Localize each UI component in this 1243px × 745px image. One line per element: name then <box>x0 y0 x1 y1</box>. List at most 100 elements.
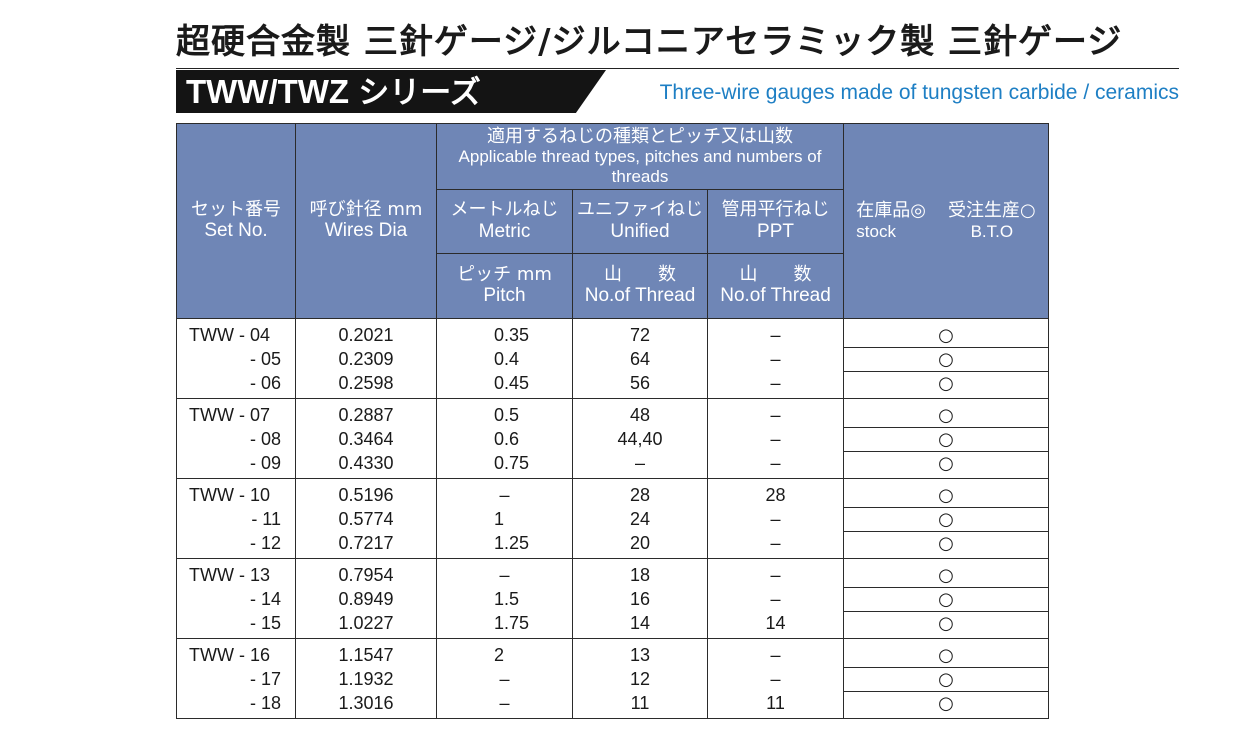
stock-mark-cell: ○ <box>843 611 1049 639</box>
set-no-cell: - 11 <box>176 507 296 532</box>
unified-threads-cell: 18 <box>572 558 708 588</box>
set-no-cell: TWW - 04 <box>176 318 296 348</box>
header-stock-jp: 在庫品◎ <box>856 199 926 221</box>
header-thread-group-jp: 適用するねじの種類とピッチ又は山数 <box>487 125 793 147</box>
ppt-threads-cell: – <box>707 507 844 532</box>
table-row: - 06 0.2598 0.45 56– ○ <box>176 371 1049 399</box>
set-no-cell: TWW - 16 <box>176 638 296 668</box>
set-no-cell: - 17 <box>176 667 296 692</box>
header-ppt: 管用平行ねじ PPT <box>707 189 844 254</box>
header-stock: 在庫品◎ stock 受注生産○ B.T.O <box>843 123 1049 319</box>
header-unified-en: Unified <box>610 220 670 242</box>
pitch-cell: – <box>436 667 573 692</box>
header-ppt-en: PPT <box>757 220 794 242</box>
set-no-cell: - 15 <box>176 611 296 639</box>
wire-dia-cell: 0.2309 <box>295 347 437 372</box>
set-no-cell: - 14 <box>176 587 296 612</box>
wire-dia-cell: 0.4330 <box>295 451 437 479</box>
pitch-cell: 0.6 <box>436 427 573 452</box>
header-threads-unified: 山 数 No.of Thread <box>572 253 708 319</box>
pitch-cell: 0.45 <box>436 371 573 399</box>
unified-threads-cell: 56 <box>572 371 708 399</box>
wire-dia-cell: 1.0227 <box>295 611 437 639</box>
header-set-no-en: Set No. <box>204 220 268 242</box>
ppt-threads-cell: – <box>707 667 844 692</box>
header-threads-ppt-jp: 山 数 <box>739 263 812 285</box>
pitch-cell: 0.4 <box>436 347 573 372</box>
table-row: TWW - 07 0.2887 0.5 48– ○ <box>176 398 1049 428</box>
table-row: - 05 0.2309 0.4 64– ○ <box>176 347 1049 372</box>
ppt-threads-cell: – <box>707 371 844 399</box>
set-no-cell: - 08 <box>176 427 296 452</box>
unified-threads-cell: 13 <box>572 638 708 668</box>
ppt-threads-cell: – <box>707 638 844 668</box>
set-no-cell: - 09 <box>176 451 296 479</box>
table-row: - 08 0.3464 0.6 44,40– ○ <box>176 427 1049 452</box>
set-no-cell: TWW - 13 <box>176 558 296 588</box>
series-latin: TWW/TWZ <box>186 73 350 110</box>
english-subtitle: Three-wire gauges made of tungsten carbi… <box>659 81 1179 104</box>
ppt-threads-cell: 14 <box>707 611 844 639</box>
pitch-cell: 1 <box>436 507 573 532</box>
pitch-cell: – <box>436 691 573 719</box>
stock-mark-cell: ○ <box>843 371 1049 399</box>
stock-mark-cell: ○ <box>843 587 1049 612</box>
wire-dia-cell: 0.2598 <box>295 371 437 399</box>
wire-dia-cell: 0.3464 <box>295 427 437 452</box>
table-row: TWW - 04 0.2021 0.35 72– ○ <box>176 318 1049 348</box>
pitch-cell: 0.5 <box>436 398 573 428</box>
pitch-cell: 0.35 <box>436 318 573 348</box>
pitch-cell: 1.25 <box>436 531 573 559</box>
pitch-cell: 1.5 <box>436 587 573 612</box>
unified-threads-cell: 24 <box>572 507 708 532</box>
stock-mark-cell: ○ <box>843 691 1049 719</box>
header-set-no-jp: セット番号 <box>191 198 281 220</box>
stock-mark-cell: ○ <box>843 347 1049 372</box>
unified-threads-cell: 14 <box>572 611 708 639</box>
ppt-threads-cell: – <box>707 347 844 372</box>
set-no-cell: - 12 <box>176 531 296 559</box>
header-metric-jp: メートルねじ <box>450 199 559 221</box>
ppt-threads-cell: – <box>707 531 844 559</box>
wire-dia-cell: 0.7217 <box>295 531 437 559</box>
table-row: - 11 0.5774 1 24– ○ <box>176 507 1049 532</box>
wire-dia-cell: 0.2887 <box>295 398 437 428</box>
wire-dia-cell: 1.1547 <box>295 638 437 668</box>
ppt-threads-cell: – <box>707 427 844 452</box>
set-no-cell: - 05 <box>176 347 296 372</box>
header-wires-dia-jp: 呼び針径 mm <box>309 198 423 220</box>
stock-mark-cell: ○ <box>843 667 1049 692</box>
stock-mark-cell: ○ <box>843 318 1049 348</box>
header-unified: ユニファイねじ Unified <box>572 189 708 254</box>
header-threads-unified-jp: 山 数 <box>604 263 676 285</box>
spec-table: セット番号 Set No. 呼び針径 mm Wires Dia 適用するねじの種… <box>176 123 1049 719</box>
stock-mark-cell: ○ <box>843 398 1049 428</box>
page-title: 超硬合金製 三針ゲージ/ジルコニアセラミック製 三針ゲージ <box>176 22 1123 62</box>
header-bto-jp: 受注生産○ <box>948 199 1036 221</box>
header-unified-jp: ユニファイねじ <box>577 199 703 221</box>
spec-body: TWW - 04 0.2021 0.35 72– ○ - 05 0.2309 0.4 64– ○ -… <box>176 318 1049 719</box>
wire-dia-cell: 0.5774 <box>295 507 437 532</box>
ppt-threads-cell: – <box>707 558 844 588</box>
series-label: TWW/TWZ シリーズ <box>176 70 606 113</box>
wire-dia-cell: 1.3016 <box>295 691 437 719</box>
ppt-threads-cell: – <box>707 318 844 348</box>
ppt-threads-cell: 11 <box>707 691 844 719</box>
header-set-no: セット番号 Set No. <box>176 123 296 319</box>
wire-dia-cell: 0.2021 <box>295 318 437 348</box>
set-no-cell: TWW - 10 <box>176 478 296 508</box>
header-ppt-jp: 管用平行ねじ <box>721 199 830 221</box>
stock-mark-cell: ○ <box>843 427 1049 452</box>
unified-threads-cell: 64 <box>572 347 708 372</box>
series-jp: シリーズ <box>358 75 481 111</box>
stock-mark-cell: ○ <box>843 531 1049 559</box>
header-metric: メートルねじ Metric <box>436 189 573 254</box>
unified-threads-cell: – <box>572 451 708 479</box>
header-thread-group-en: Applicable thread types, pitches and num… <box>458 147 822 186</box>
unified-threads-cell: 44,40 <box>572 427 708 452</box>
header-thread-group: 適用するねじの種類とピッチ又は山数 Applicable thread type… <box>436 123 844 190</box>
unified-threads-cell: 20 <box>572 531 708 559</box>
table-row: - 12 0.7217 1.25 20– ○ <box>176 531 1049 559</box>
set-no-cell: - 06 <box>176 371 296 399</box>
ppt-threads-cell: – <box>707 398 844 428</box>
